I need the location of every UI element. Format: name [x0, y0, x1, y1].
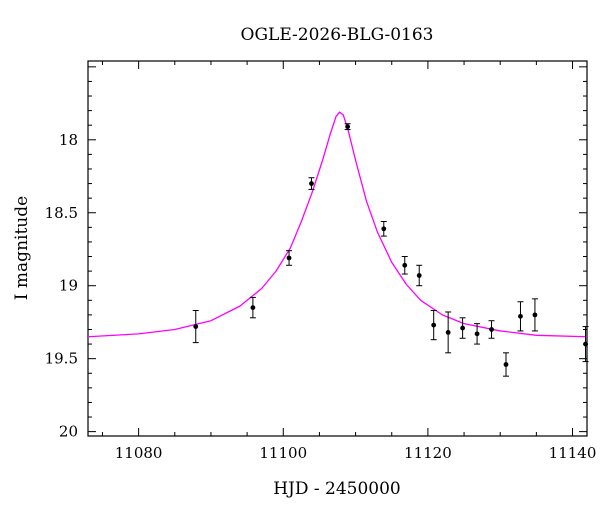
axis-tick-labels: 11080 11100 11120 11140 18 18.5 19 19.5 20 [45, 131, 597, 462]
chart-title: OGLE-2026-BLG-0163 [241, 25, 434, 45]
model-curve-layer [87, 111, 588, 338]
x-tick-label: 11120 [404, 444, 452, 462]
data-point [503, 362, 509, 367]
model-curve [87, 111, 588, 338]
data-point [474, 331, 480, 337]
y-axis-label: I magnitude [12, 196, 32, 300]
data-point [583, 341, 588, 347]
y-tick-label: 20 [59, 423, 78, 441]
data-point [309, 181, 314, 186]
y-tick-label: 18.5 [45, 204, 78, 222]
data-point [381, 226, 387, 232]
data-point [532, 312, 538, 318]
y-tick-label: 18 [59, 131, 78, 149]
y-tick-label: 19 [59, 277, 78, 295]
data-point [460, 325, 466, 331]
data-point [402, 262, 408, 268]
x-axis-label: HJD - 2450000 [273, 479, 401, 499]
x-tick-label: 11080 [115, 444, 163, 462]
data-point [193, 324, 199, 329]
data-point [345, 124, 351, 130]
data-point [416, 273, 422, 278]
axis-ticks [88, 61, 587, 436]
data-point [445, 330, 451, 335]
data-point [431, 322, 437, 328]
data-point [286, 255, 292, 261]
x-tick-label: 11100 [259, 444, 307, 462]
plot-frame [87, 60, 588, 437]
data-points-layer [192, 123, 589, 377]
data-point [489, 327, 494, 332]
data-point [250, 305, 256, 310]
x-tick-label: 11140 [549, 444, 597, 462]
y-tick-label: 19.5 [45, 350, 78, 368]
data-point [518, 313, 523, 319]
